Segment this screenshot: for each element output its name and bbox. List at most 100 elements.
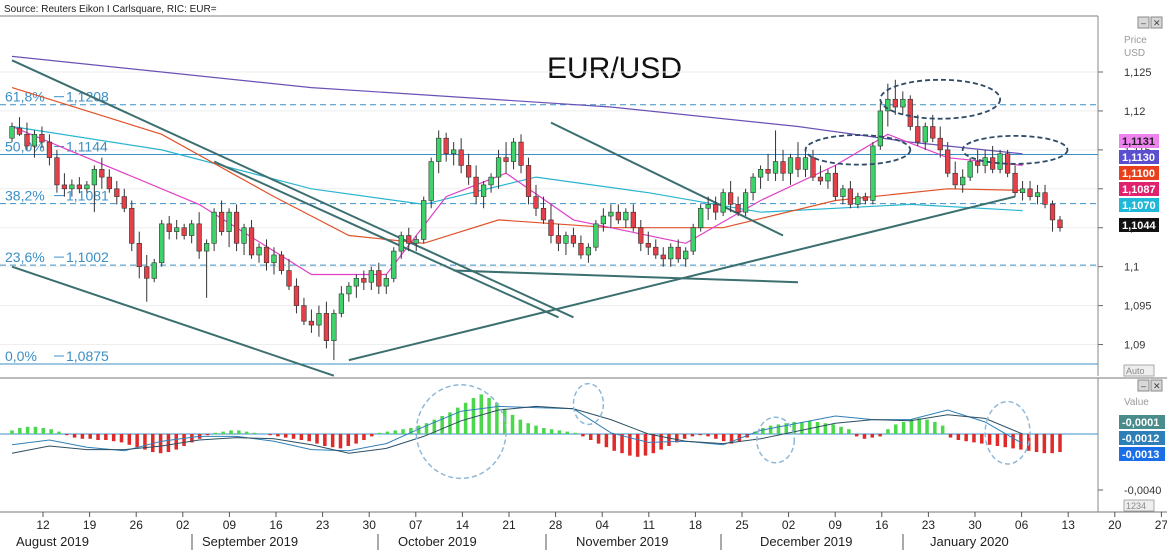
candle-body-down: [136, 243, 142, 267]
date-tick-label: 09: [223, 518, 237, 532]
candle-body-down: [121, 196, 127, 209]
candle-body-up: [623, 211, 629, 221]
candle: [525, 157, 532, 205]
candle-body-down: [518, 141, 524, 166]
candle-body-up: [31, 133, 38, 147]
candle-body-down: [728, 192, 734, 205]
indicator-panel-controls[interactable]: – ✕: [1137, 379, 1163, 392]
candle: [922, 122, 928, 150]
moving-average-line: [11, 55, 1023, 155]
fib-value: 1,0875: [66, 348, 109, 364]
price-panel-controls[interactable]: – ✕: [1137, 16, 1163, 29]
month-label: October 2019: [398, 534, 477, 549]
indicator-label-text: -0,0001: [1122, 417, 1159, 429]
candle: [196, 212, 202, 259]
indicator-minimize-icon[interactable]: [1137, 379, 1150, 392]
date-tick-label: 04: [596, 518, 610, 532]
price-tick-label: 1,09: [1124, 340, 1145, 352]
candle: [24, 122, 30, 150]
candle-body-up: [855, 196, 861, 205]
candle-body-up: [885, 98, 891, 112]
candle: [660, 247, 666, 267]
candle: [683, 247, 689, 267]
candle-body-down: [323, 313, 330, 341]
fib-percent: 0,0%: [5, 348, 37, 364]
candle: [256, 243, 262, 263]
candle-body-down: [862, 196, 868, 201]
candle: [518, 134, 524, 174]
candle: [570, 227, 577, 248]
candle: [690, 223, 696, 255]
candle-body-up: [346, 285, 352, 295]
date-tick-label: 19: [83, 518, 97, 532]
candle-body-up: [316, 313, 322, 326]
candle: [540, 196, 547, 224]
candle-body-up: [900, 98, 906, 108]
indicator-close-icon[interactable]: [1150, 379, 1163, 392]
pattern-ellipse: [804, 134, 912, 166]
indicator-line: [11, 405, 1023, 452]
candle-body-up: [398, 235, 404, 252]
price-label: 1,1130: [1119, 150, 1159, 164]
candle-body-up: [997, 153, 1003, 170]
month-label: January 2020: [930, 534, 1009, 549]
price-label-text: 1,1131: [1122, 136, 1155, 148]
candle: [106, 169, 112, 193]
date-tick-label: 30: [968, 518, 982, 532]
candle: [316, 305, 322, 337]
candle: [136, 231, 142, 279]
candle-body-down: [578, 243, 584, 256]
candle-body-down: [144, 266, 150, 279]
candle-body-down: [675, 246, 681, 260]
candle: [233, 204, 240, 252]
fib-value: 1,1081: [66, 188, 109, 204]
candle: [466, 153, 472, 185]
candle: [241, 223, 247, 255]
close-icon[interactable]: [1150, 16, 1163, 29]
price-tick-label: 1,125: [1124, 67, 1152, 79]
candle-body-down: [263, 246, 270, 264]
candle: [129, 200, 135, 252]
candle-body-down: [1042, 192, 1048, 205]
candle: [174, 219, 180, 240]
candle: [840, 184, 846, 205]
candle: [211, 208, 217, 252]
candle-body-down: [653, 246, 659, 256]
candle-body-up: [960, 176, 966, 186]
minimize-glyph: –: [1141, 18, 1146, 28]
candle: [204, 239, 210, 298]
candle: [331, 309, 337, 361]
candle-body-up: [9, 126, 15, 139]
candle-body-up: [510, 141, 517, 162]
price-label: 1,1070: [1119, 198, 1159, 212]
candle: [870, 142, 876, 205]
candle: [151, 258, 157, 283]
candle-body-up: [720, 192, 726, 213]
date-tick-label: 13: [1062, 518, 1076, 532]
candle: [623, 208, 629, 228]
candle-body-down: [892, 98, 898, 108]
candle-body-down: [713, 204, 719, 213]
candle: [398, 231, 404, 259]
candle: [353, 274, 359, 298]
indicator-scale-button[interactable]: [1123, 499, 1155, 512]
pattern-circles: [804, 78, 1069, 166]
auto-scale-button[interactable]: [1123, 364, 1155, 377]
candle: [915, 114, 921, 146]
indicator-ellipse: [756, 416, 796, 464]
candle-body-down: [915, 126, 921, 143]
candle: [338, 286, 344, 318]
date-tick-label: 14: [456, 518, 470, 532]
candle: [114, 181, 120, 205]
candle-body-up: [772, 161, 779, 174]
candle-body-up: [825, 172, 831, 182]
candle-body-down: [525, 165, 532, 197]
minimize-icon[interactable]: [1137, 16, 1150, 29]
date-tick-label: 18: [689, 518, 703, 532]
candle: [1042, 184, 1048, 209]
candle-body-up: [750, 176, 756, 193]
candle-body-down: [406, 235, 412, 244]
candle-body-up: [608, 211, 614, 217]
candle-body-down: [1012, 172, 1018, 193]
candle: [278, 251, 285, 275]
